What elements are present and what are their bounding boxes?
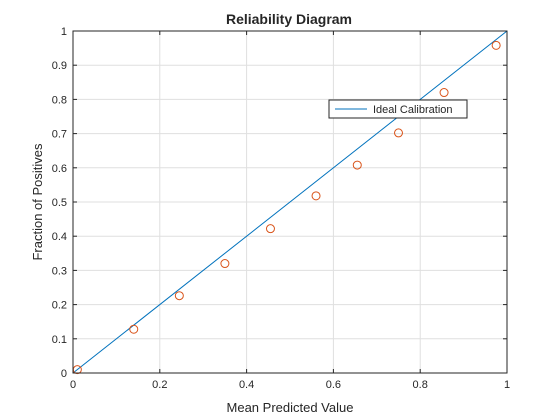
observed-point xyxy=(394,128,403,138)
x-tick-label: 0.4 xyxy=(239,379,254,391)
y-tick-label: 0.9 xyxy=(52,60,67,72)
observed-point xyxy=(491,40,501,50)
y-tick-label: 0.8 xyxy=(52,94,67,106)
observed-point xyxy=(265,224,275,234)
grid xyxy=(72,30,508,374)
observed-point xyxy=(174,291,184,301)
x-tick-label: 0 xyxy=(70,379,76,391)
y-tick-label: 0 xyxy=(61,368,67,380)
y-tick-label: 0.3 xyxy=(52,265,67,277)
y-axis-label: Fraction of Positives xyxy=(30,143,45,261)
y-axis-ticks: 0 0.1 0.2 0.3 0.4 0.5 0.6 0.7 0.8 0.9 1 xyxy=(52,26,507,380)
observed-point xyxy=(129,324,139,334)
y-tick-label: 1 xyxy=(61,26,67,38)
y-tick-label: 0.7 xyxy=(52,129,67,141)
legend: Ideal Calibration xyxy=(328,99,468,119)
x-tick-label: 0.2 xyxy=(152,379,167,391)
x-tick-label: 1 xyxy=(504,379,510,391)
x-axis-label: Mean Predicted Value xyxy=(227,400,354,415)
ideal-calibration-series xyxy=(72,30,508,374)
chart-title: Reliability Diagram xyxy=(226,11,352,27)
observed-point xyxy=(352,160,362,170)
y-tick-label: 0.2 xyxy=(52,300,67,312)
observed-markers-series xyxy=(72,40,501,375)
legend-entry-label: Ideal Calibration xyxy=(373,104,453,116)
observed-point xyxy=(311,191,321,201)
y-tick-label: 0.6 xyxy=(52,163,67,175)
observed-point xyxy=(439,88,449,98)
y-tick-label: 0.5 xyxy=(52,197,67,209)
x-axis-ticks: 0 0.2 0.4 0.6 0.8 1 xyxy=(70,31,510,391)
y-tick-label: 0.1 xyxy=(52,334,67,346)
ideal-calibration-line xyxy=(72,30,508,374)
y-tick-label: 0.4 xyxy=(52,231,67,243)
x-tick-label: 0.8 xyxy=(413,379,428,391)
observed-point xyxy=(220,259,230,269)
legend-box xyxy=(328,99,468,119)
x-tick-label: 0.6 xyxy=(326,379,341,391)
